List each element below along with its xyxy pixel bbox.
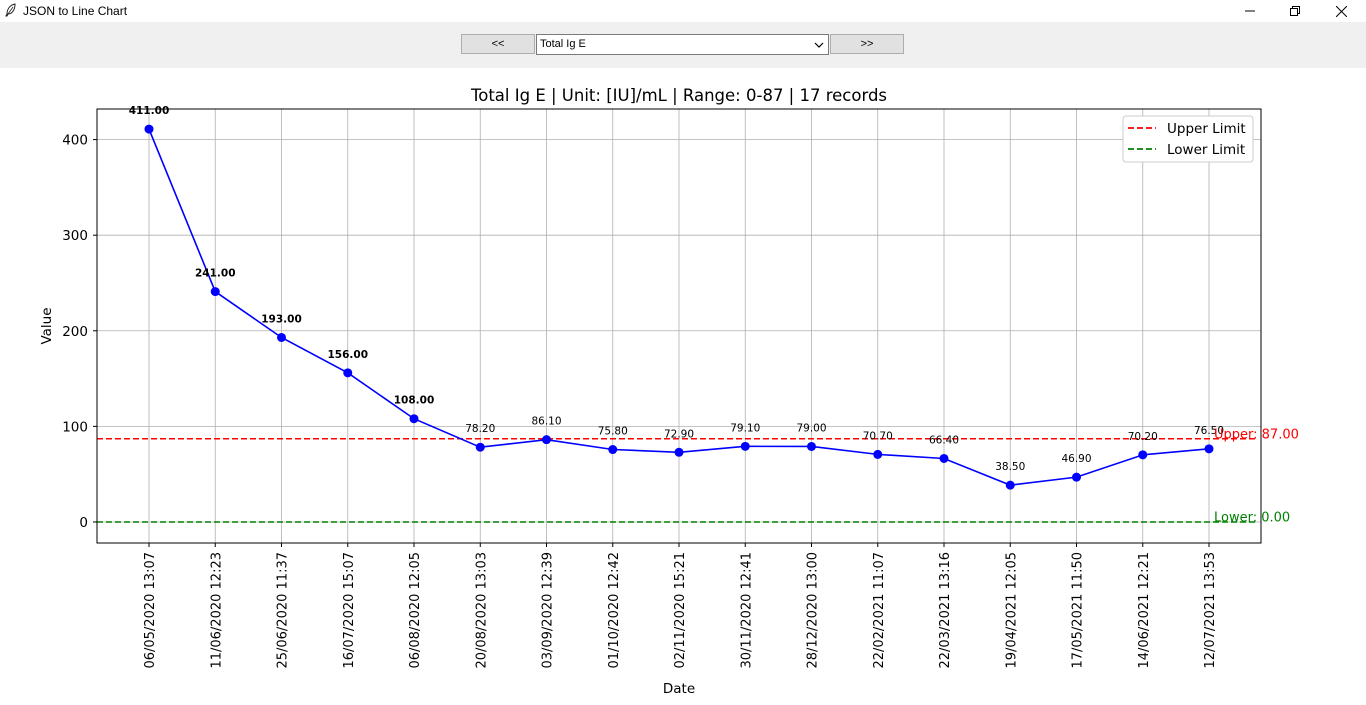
data-point [807, 441, 816, 451]
data-label: 108.00 [394, 395, 435, 407]
data-point [1204, 444, 1214, 454]
x-tick-label: 22/03/2021 13:16 [938, 552, 953, 669]
y-tick-label: 200 [62, 324, 88, 340]
legend-lower-label: Lower Limit [1167, 142, 1245, 158]
data-point [210, 287, 220, 297]
data-point [1005, 480, 1015, 490]
data-point [1072, 472, 1081, 482]
next-button[interactable]: >> [830, 34, 904, 54]
x-tick-label: 25/06/2020 11:37 [276, 552, 291, 669]
x-tick-label: 14/06/2021 12:21 [1137, 552, 1152, 669]
x-tick-label: 19/04/2021 12:05 [1004, 552, 1019, 669]
data-point [277, 332, 286, 342]
y-axis-label: Value [39, 307, 55, 344]
y-tick-label: 300 [62, 228, 88, 244]
x-tick-label: 12/07/2021 13:53 [1203, 552, 1218, 669]
upper-limit-annotation: Upper: 87.00 [1214, 427, 1299, 442]
x-tick-label: 02/11/2020 15:21 [673, 552, 688, 669]
data-point [144, 124, 154, 134]
data-point [873, 449, 883, 459]
data-label: 76.50 [1194, 425, 1224, 437]
minimize-button[interactable] [1227, 0, 1273, 22]
data-label: 66.40 [929, 434, 959, 446]
restore-icon [1290, 6, 1300, 16]
data-point [1138, 450, 1148, 460]
data-label: 78.20 [465, 423, 495, 435]
data-point [542, 435, 551, 445]
line-chart: 411.00 241.00 193.00 156.00 108.00 78.20 86.10… [39, 86, 1299, 697]
data-point [608, 445, 618, 455]
x-tick-label: 01/10/2020 12:42 [607, 552, 622, 669]
x-tick-label: 06/05/2020 13:07 [143, 552, 158, 669]
data-label: 79.10 [730, 422, 760, 434]
chart-area: 411.00 241.00 193.00 156.00 108.00 78.20 86.10… [0, 68, 1366, 701]
data-point [939, 453, 949, 463]
test-select-value: Total Ig E [540, 38, 586, 50]
y-tick-label: 0 [79, 515, 88, 531]
data-label: 70.20 [1128, 431, 1158, 443]
data-point [475, 442, 485, 452]
x-tick-label: 03/09/2020 12:39 [541, 552, 556, 669]
lower-limit-annotation: Lower: 0.00 [1214, 510, 1290, 525]
x-tick-label: 11/06/2020 12:23 [209, 552, 224, 669]
legend-upper-label: Upper Limit [1167, 121, 1246, 137]
x-tick-label: 28/12/2020 13:00 [806, 552, 821, 669]
prev-button[interactable]: << [461, 34, 535, 54]
x-tick-label: 06/08/2020 12:05 [408, 552, 423, 669]
restore-button[interactable] [1272, 0, 1318, 22]
chart-title: Total Ig E | Unit: [IU]/mL | Range: 0-87… [470, 86, 887, 105]
data-label: 72.90 [664, 428, 694, 440]
data-point [343, 368, 353, 378]
data-label: 241.00 [195, 268, 236, 280]
data-label: 411.00 [129, 105, 170, 117]
data-label: 193.00 [261, 313, 302, 325]
close-button[interactable] [1318, 0, 1364, 22]
toolbar: << Total Ig E >> [0, 22, 1366, 68]
chevron-down-icon [814, 42, 824, 48]
data-point [740, 441, 750, 451]
window-title: JSON to Line Chart [23, 4, 128, 18]
data-label: 156.00 [327, 349, 368, 361]
feather-icon [5, 3, 16, 17]
data-label: 38.50 [995, 461, 1025, 473]
y-tick-label: 100 [62, 419, 88, 435]
data-label: 79.00 [796, 422, 826, 434]
data-label: 86.10 [531, 416, 561, 428]
x-tick-label: 30/11/2020 12:41 [739, 552, 754, 669]
data-label: 46.90 [1061, 453, 1091, 465]
x-tick-label: 17/05/2021 11:50 [1071, 552, 1086, 669]
minimize-icon [1245, 10, 1255, 12]
title-bar: JSON to Line Chart [0, 0, 1366, 22]
test-select[interactable]: Total Ig E [536, 34, 829, 55]
x-tick-label: 16/07/2020 15:07 [342, 552, 357, 669]
data-label: 70.70 [863, 430, 893, 442]
data-label: 75.80 [598, 426, 628, 438]
x-tick-label: 20/08/2020 13:03 [474, 552, 489, 669]
y-tick-label: 400 [62, 133, 88, 149]
data-point [409, 414, 419, 424]
close-icon [1335, 5, 1347, 17]
data-point [674, 447, 684, 457]
x-tick-label: 22/02/2021 11:07 [872, 552, 887, 669]
x-axis-label: Date [663, 681, 695, 697]
